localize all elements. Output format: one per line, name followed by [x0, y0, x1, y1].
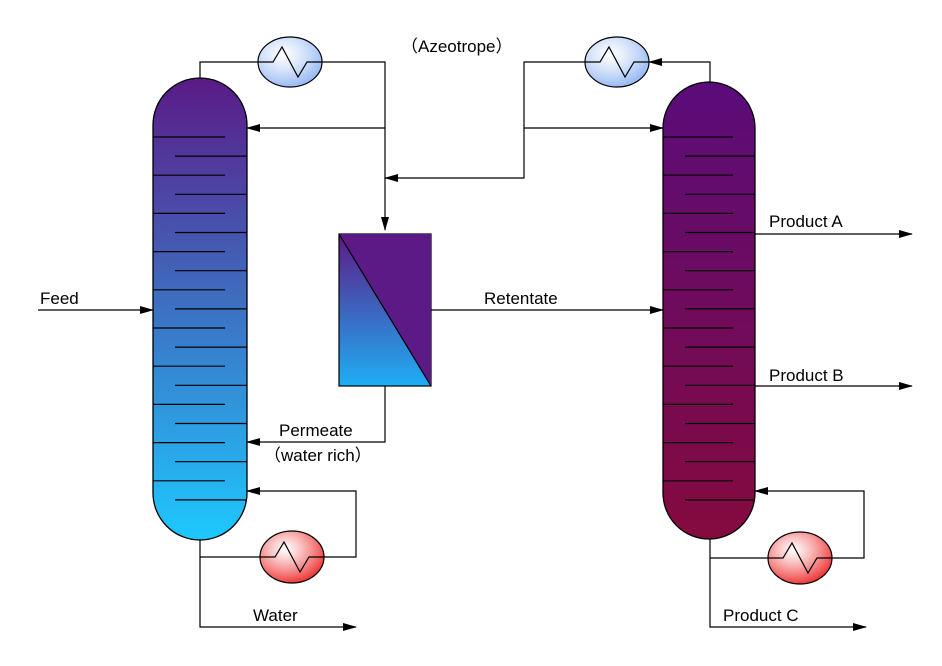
column-2: [662, 81, 756, 540]
column-2-bottom-line: [709, 487, 867, 631]
product-a-label: Product A: [769, 212, 843, 231]
product-c-label: Product C: [723, 606, 799, 625]
azeotrope-label: （Azeotrope）: [401, 37, 513, 56]
product-b-label: Product B: [769, 366, 844, 385]
column-2-overhead-line: [384, 58, 711, 182]
permeate-line: [246, 386, 386, 446]
feed-label: Feed: [40, 289, 79, 308]
column-1-bottom-line: [199, 487, 357, 631]
permeate-label: Permeate: [279, 421, 353, 440]
condenser-1-icon: [257, 36, 323, 88]
column-1-trays: [153, 136, 247, 501]
retentate-label: Retentate: [484, 289, 558, 308]
condenser-2-icon: [584, 36, 650, 88]
column-2-trays: [663, 136, 755, 501]
membrane-module: [338, 233, 432, 387]
water-label: Water: [253, 606, 298, 625]
reboiler-2-icon: [767, 531, 833, 585]
reboiler-1-icon: [259, 530, 325, 584]
water-rich-label: （water rich）: [264, 446, 372, 465]
